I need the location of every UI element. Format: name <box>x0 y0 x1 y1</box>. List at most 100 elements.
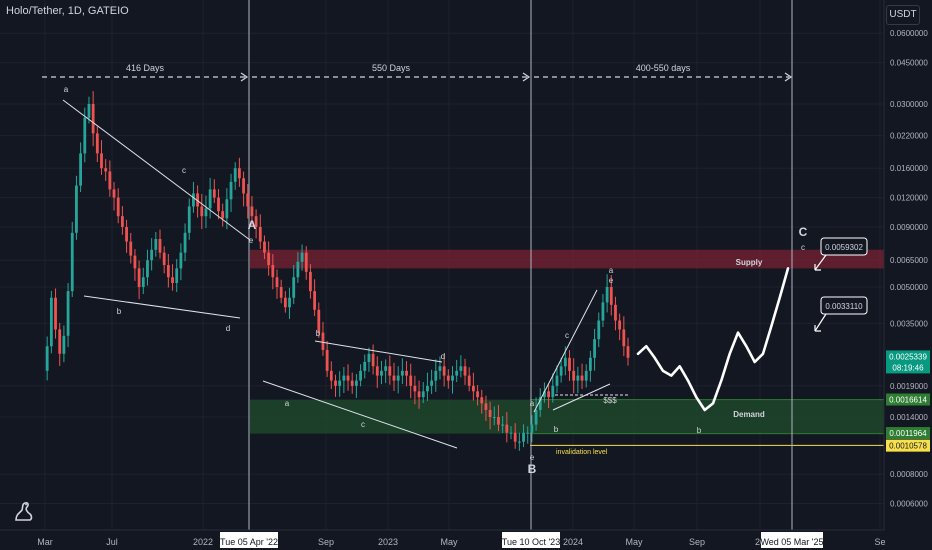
candle-body <box>392 375 396 381</box>
candle-body <box>559 366 563 376</box>
candle-body <box>141 277 145 287</box>
price-tag <box>886 427 930 440</box>
candle-body <box>196 193 200 207</box>
candle-body <box>618 320 622 330</box>
supply-label: Supply <box>736 258 763 267</box>
candle-body <box>246 193 250 207</box>
candle-body <box>396 375 400 381</box>
candle-body <box>334 380 337 386</box>
candle-body <box>91 104 95 134</box>
candle-body <box>75 185 78 233</box>
candle-body <box>572 370 576 381</box>
candle-body <box>380 370 383 376</box>
candle-body <box>296 261 300 278</box>
candle-body <box>513 432 517 442</box>
candle-body <box>492 417 496 419</box>
candle-body <box>150 249 154 261</box>
callout-arrow <box>814 254 827 271</box>
y-tick-label: 0.0600000 <box>890 29 928 38</box>
candle-body <box>367 353 371 362</box>
candle-body <box>175 268 179 283</box>
wave-label: e <box>249 236 254 245</box>
price-callout-box <box>820 296 868 315</box>
candle-body <box>183 232 187 253</box>
candle-body <box>400 370 404 376</box>
candle-body <box>346 375 350 381</box>
candle-body <box>283 297 287 308</box>
wave-label: b <box>697 426 702 435</box>
candle-body <box>597 320 601 340</box>
candle-body <box>551 385 555 398</box>
wave-label: B <box>528 462 537 476</box>
candle-body <box>526 432 530 434</box>
candle-body <box>430 380 434 386</box>
price-callout-box <box>820 237 868 256</box>
candle-body <box>187 206 191 233</box>
candle-body <box>49 297 53 347</box>
candle-body <box>568 357 571 371</box>
candle-body <box>359 370 362 381</box>
y-tick-label: 0.0300000 <box>890 100 928 109</box>
y-tick-label: 0.0050000 <box>890 283 928 292</box>
candle-body <box>446 375 450 381</box>
candle-body <box>497 417 500 425</box>
candle-body <box>417 391 421 398</box>
invalidation-label: invalidation level <box>556 449 608 456</box>
duration-arrow-head <box>784 72 793 82</box>
candle-body <box>233 168 237 182</box>
y-tick-label: 0.0019000 <box>890 382 928 391</box>
x-highlight-label: Tue 10 Oct '23 <box>502 537 560 547</box>
price-tag <box>886 393 930 406</box>
candle-body <box>225 199 229 219</box>
candle-body <box>409 375 413 386</box>
x-highlight-box <box>220 532 278 548</box>
candle-body <box>622 329 626 347</box>
candle-body <box>166 265 170 278</box>
currency-button[interactable]: USDT <box>886 5 920 25</box>
candle-body <box>279 287 283 298</box>
candle-body <box>258 226 262 242</box>
candle-body <box>125 226 128 242</box>
callout-arrow <box>814 313 827 332</box>
candle-body <box>375 366 379 376</box>
candle-body <box>112 189 116 198</box>
candle-body <box>95 133 99 154</box>
trend-line <box>262 380 458 449</box>
candle-body <box>208 189 212 209</box>
candle-body <box>501 424 505 426</box>
wave-label: c <box>361 420 365 429</box>
trend-line <box>83 295 241 319</box>
candle-body <box>221 211 225 219</box>
y-tick-label: 0.0035000 <box>890 319 928 328</box>
candle-body <box>192 193 195 207</box>
candle-body <box>171 277 174 283</box>
candle-body <box>455 370 459 376</box>
candle-body <box>459 366 463 371</box>
candle-body <box>538 397 542 410</box>
candle-body <box>405 370 408 376</box>
candle-body <box>304 252 308 272</box>
candle-body <box>292 277 296 298</box>
candle-body <box>338 380 342 386</box>
candle-body <box>158 238 162 253</box>
candle-body <box>413 385 417 392</box>
wave-label: c <box>565 331 569 340</box>
candle-body <box>484 403 488 410</box>
candle-body <box>543 391 546 398</box>
candle-body <box>421 391 425 398</box>
price-tag-label: 0.0011964 <box>889 429 927 438</box>
candle-body <box>317 309 321 333</box>
x-tick-label: Sep <box>689 537 705 547</box>
wave-label: b <box>316 329 321 338</box>
y-tick-label: 0.0160000 <box>890 164 928 173</box>
candle-body <box>547 391 551 398</box>
wave-label: c <box>801 243 805 252</box>
candle-body <box>229 181 233 200</box>
wave-label: c <box>182 166 186 175</box>
candle-body <box>563 357 567 367</box>
candle-body <box>609 287 613 305</box>
candle-body <box>313 291 317 310</box>
candle-body <box>217 197 220 212</box>
candle-body <box>116 197 120 217</box>
